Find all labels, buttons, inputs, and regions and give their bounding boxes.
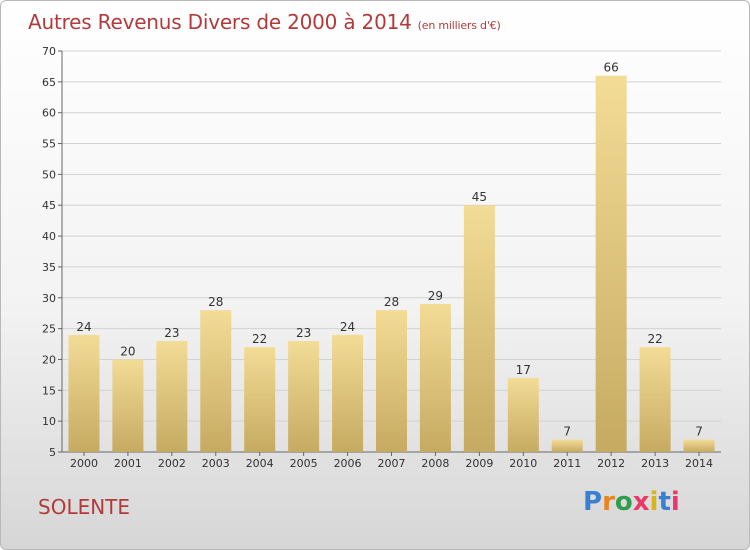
x-tick-label: 2003 — [202, 457, 230, 470]
y-tick-label: 5 — [49, 446, 56, 459]
x-tick-label: 2011 — [553, 457, 581, 470]
y-tick-label: 65 — [42, 76, 56, 89]
bar-value-label: 23 — [296, 326, 311, 340]
x-tick-label: 2007 — [378, 457, 406, 470]
logo-letter: i — [670, 487, 680, 517]
chart-unit: (en milliers d'€) — [417, 19, 501, 32]
logo-letter: P — [583, 487, 603, 517]
y-tick-label: 40 — [42, 230, 56, 243]
bar-2001 — [112, 359, 144, 452]
logo-letter: o — [614, 487, 633, 517]
x-tick-label: 2010 — [509, 457, 537, 470]
chart-title: Autres Revenus Divers de 2000 à 2014 (en … — [28, 10, 501, 34]
logo-letter: t — [658, 487, 671, 517]
bar-2004 — [244, 347, 276, 452]
x-tick-label: 2004 — [246, 457, 274, 470]
bar-2002 — [156, 340, 188, 452]
bar-value-label: 23 — [164, 326, 179, 340]
logo-letter: i — [649, 487, 659, 517]
logo-letter: r — [602, 487, 615, 517]
bar-value-label: 24 — [76, 320, 91, 334]
bar-value-label: 20 — [120, 344, 135, 358]
y-tick-label: 50 — [42, 168, 56, 181]
bar-value-label: 17 — [516, 363, 531, 377]
bar-value-label: 22 — [252, 332, 267, 346]
proxiti-logo[interactable]: Proxiti — [583, 487, 693, 523]
bar-2012 — [595, 75, 627, 452]
bars — [68, 75, 715, 452]
chart-title-text: Autres Revenus Divers de 2000 à 2014 — [28, 10, 412, 34]
bar-value-label: 24 — [340, 320, 355, 334]
bar-2003 — [200, 310, 232, 452]
bar-value-label: 22 — [647, 332, 662, 346]
x-tick-label: 2013 — [641, 457, 669, 470]
bar-value-label: 7 — [695, 425, 703, 439]
y-tick-label: 15 — [42, 384, 56, 397]
bar-2005 — [288, 340, 320, 452]
labels: 5 10 15 20 25 30 35 40 45 50 55 60 65 70 24 2000 20 2001 2… — [42, 45, 713, 470]
bar-2009 — [463, 205, 495, 452]
x-tick-label: 2001 — [114, 457, 142, 470]
bar-value-label: 7 — [563, 425, 571, 439]
bar-2011 — [551, 439, 583, 452]
y-tick-label: 55 — [42, 138, 56, 151]
x-tick-label: 2002 — [158, 457, 186, 470]
x-tick-label: 2005 — [290, 457, 318, 470]
x-tick-label: 2009 — [465, 457, 493, 470]
x-tick-label: 2012 — [597, 457, 625, 470]
bar-2008 — [419, 303, 451, 452]
bar-2000 — [68, 334, 100, 452]
y-tick-label: 10 — [42, 415, 56, 428]
y-tick-label: 70 — [42, 45, 56, 58]
bar-value-label: 28 — [384, 295, 399, 309]
y-tick-label: 60 — [42, 107, 56, 120]
x-tick-label: 2000 — [70, 457, 98, 470]
bar-value-label: 45 — [472, 190, 487, 204]
y-tick-label: 45 — [42, 199, 56, 212]
y-tick-label: 35 — [42, 261, 56, 274]
bar-2010 — [507, 377, 539, 452]
y-tick-label: 25 — [42, 323, 56, 336]
bar-value-label: 66 — [604, 61, 619, 75]
x-tick-label: 2014 — [685, 457, 713, 470]
x-tick-label: 2006 — [334, 457, 362, 470]
bar-2006 — [332, 334, 364, 452]
bar-2014 — [683, 439, 715, 452]
logo-letter: x — [632, 487, 650, 517]
city-name: SOLENTE — [38, 495, 131, 519]
bar-2007 — [376, 310, 407, 452]
bar-value-label: 29 — [428, 289, 443, 303]
y-tick-label: 30 — [42, 292, 56, 305]
x-tick-label: 2008 — [421, 457, 449, 470]
bar-value-label: 28 — [208, 295, 223, 309]
y-tick-label: 20 — [42, 353, 56, 366]
bar-2013 — [639, 347, 671, 452]
